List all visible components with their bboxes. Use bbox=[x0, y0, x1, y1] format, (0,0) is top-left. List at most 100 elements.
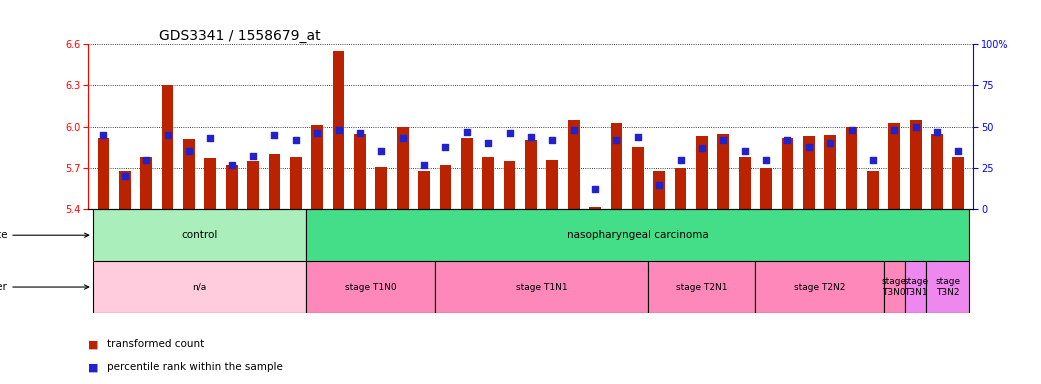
Point bbox=[330, 127, 347, 133]
Bar bbox=[654, 171, 665, 209]
Bar bbox=[306, 261, 435, 313]
Bar bbox=[845, 127, 858, 209]
Point bbox=[565, 127, 582, 133]
Point bbox=[608, 137, 625, 143]
Bar bbox=[435, 261, 649, 313]
Bar bbox=[756, 261, 884, 313]
Bar bbox=[290, 157, 302, 209]
Point bbox=[245, 153, 261, 159]
Text: stage T2N2: stage T2N2 bbox=[793, 283, 845, 291]
Bar bbox=[547, 160, 558, 209]
Point bbox=[587, 186, 604, 192]
Point bbox=[373, 149, 389, 155]
Bar bbox=[567, 120, 580, 209]
Point bbox=[672, 157, 689, 163]
Bar bbox=[824, 135, 836, 209]
Point bbox=[758, 157, 775, 163]
Bar bbox=[397, 127, 408, 209]
Bar bbox=[269, 154, 280, 209]
Text: nasopharyngeal carcinoma: nasopharyngeal carcinoma bbox=[567, 230, 709, 240]
Point bbox=[395, 135, 411, 141]
Text: stage
T3N2: stage T3N2 bbox=[935, 277, 960, 297]
Text: stage
T3N0: stage T3N0 bbox=[882, 277, 907, 297]
Bar bbox=[888, 122, 900, 209]
Point bbox=[929, 129, 945, 135]
Text: n/a: n/a bbox=[193, 283, 207, 291]
Point bbox=[523, 134, 539, 140]
Bar bbox=[204, 158, 217, 209]
Bar bbox=[717, 134, 729, 209]
Point bbox=[415, 162, 432, 168]
Bar bbox=[867, 171, 879, 209]
Point bbox=[801, 144, 817, 150]
Point bbox=[159, 132, 176, 138]
Text: disease state: disease state bbox=[0, 230, 88, 240]
Point bbox=[180, 149, 197, 155]
Bar bbox=[953, 157, 964, 209]
Bar bbox=[183, 139, 195, 209]
Point bbox=[137, 157, 154, 163]
Bar bbox=[376, 167, 387, 209]
Text: stage T1N1: stage T1N1 bbox=[515, 283, 567, 291]
Bar bbox=[306, 209, 969, 261]
Bar bbox=[461, 138, 473, 209]
Point bbox=[224, 162, 240, 168]
Text: ■: ■ bbox=[88, 362, 102, 372]
Bar bbox=[93, 261, 306, 313]
Bar bbox=[161, 86, 174, 209]
Bar bbox=[98, 138, 109, 209]
Text: ■: ■ bbox=[88, 339, 102, 349]
Bar bbox=[525, 141, 537, 209]
Bar bbox=[760, 168, 771, 209]
Bar bbox=[247, 161, 259, 209]
Point bbox=[630, 134, 646, 140]
Point bbox=[117, 173, 133, 179]
Bar bbox=[632, 147, 643, 209]
Bar bbox=[696, 136, 708, 209]
Text: stage
T3N1: stage T3N1 bbox=[903, 277, 929, 297]
Bar bbox=[482, 157, 494, 209]
Point bbox=[950, 149, 967, 155]
Text: other: other bbox=[0, 282, 88, 292]
Point bbox=[865, 157, 882, 163]
Text: stage T2N1: stage T2N1 bbox=[677, 283, 728, 291]
Bar bbox=[884, 261, 905, 313]
Bar bbox=[739, 157, 751, 209]
Bar bbox=[910, 120, 921, 209]
Point bbox=[544, 137, 561, 143]
Point bbox=[886, 127, 903, 133]
Bar bbox=[610, 122, 623, 209]
Bar bbox=[905, 261, 926, 313]
Text: GDS3341 / 1558679_at: GDS3341 / 1558679_at bbox=[159, 29, 321, 43]
Point bbox=[843, 127, 860, 133]
Bar bbox=[504, 161, 515, 209]
Point bbox=[287, 137, 304, 143]
Point bbox=[693, 145, 710, 151]
Point bbox=[715, 137, 732, 143]
Bar bbox=[141, 157, 152, 209]
Bar bbox=[675, 168, 686, 209]
Bar bbox=[311, 125, 323, 209]
Bar bbox=[803, 136, 815, 209]
Point bbox=[266, 132, 283, 138]
Bar bbox=[926, 261, 969, 313]
Bar bbox=[418, 171, 430, 209]
Point bbox=[736, 149, 753, 155]
Point bbox=[908, 124, 924, 130]
Point bbox=[480, 140, 497, 146]
Bar bbox=[354, 134, 365, 209]
Bar bbox=[226, 165, 237, 209]
Bar bbox=[589, 207, 601, 209]
Bar bbox=[93, 209, 306, 261]
Point bbox=[821, 140, 838, 146]
Point bbox=[352, 130, 369, 136]
Point bbox=[95, 132, 111, 138]
Text: percentile rank within the sample: percentile rank within the sample bbox=[107, 362, 283, 372]
Bar bbox=[119, 171, 131, 209]
Bar bbox=[333, 51, 345, 209]
Point bbox=[501, 130, 517, 136]
Bar bbox=[649, 261, 756, 313]
Text: transformed count: transformed count bbox=[107, 339, 204, 349]
Point bbox=[309, 130, 326, 136]
Point bbox=[779, 137, 795, 143]
